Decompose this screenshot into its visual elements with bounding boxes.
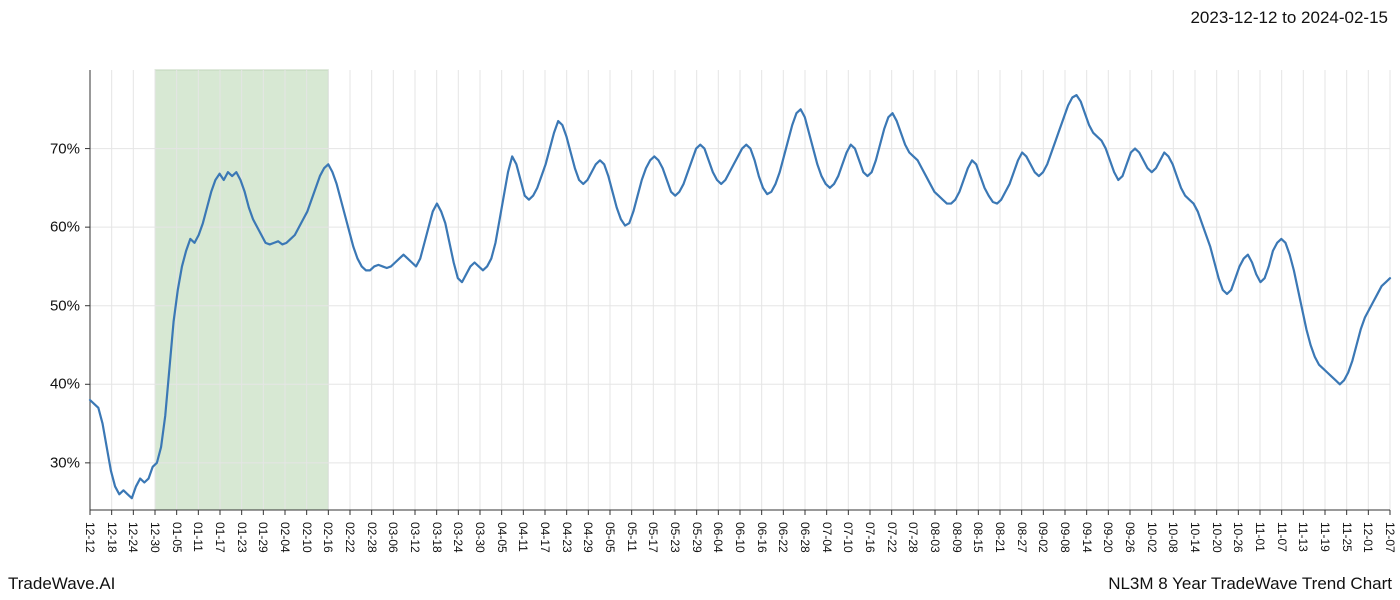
y-tick-label: 50% xyxy=(10,297,80,314)
x-tick-label: 08-21 xyxy=(993,522,1007,553)
date-range-label: 2023-12-12 to 2024-02-15 xyxy=(1190,8,1388,28)
chart-svg xyxy=(0,35,1400,565)
x-tick-label: 09-14 xyxy=(1080,522,1094,553)
x-tick-label: 04-29 xyxy=(581,522,595,553)
x-tick-label: 06-22 xyxy=(776,522,790,553)
x-tick-label: 01-05 xyxy=(170,522,184,553)
x-tick-label: 12-24 xyxy=(126,522,140,553)
x-tick-label: 02-28 xyxy=(365,522,379,553)
x-tick-label: 01-11 xyxy=(191,522,205,552)
x-tick-label: 03-30 xyxy=(473,522,487,553)
y-tick-label: 60% xyxy=(10,219,80,236)
x-tick-label: 03-06 xyxy=(386,522,400,553)
x-tick-label: 05-17 xyxy=(646,522,660,553)
x-tick-label: 05-11 xyxy=(625,522,639,552)
y-tick-label: 70% xyxy=(10,140,80,157)
x-tick-label: 11-25 xyxy=(1340,522,1354,552)
x-tick-label: 12-07 xyxy=(1383,522,1397,553)
x-tick-label: 12-01 xyxy=(1361,522,1375,553)
x-tick-label: 12-30 xyxy=(148,522,162,553)
x-tick-label: 04-23 xyxy=(560,522,574,553)
x-tick-label: 07-28 xyxy=(906,522,920,553)
x-tick-label: 04-05 xyxy=(495,522,509,553)
x-tick-label: 05-05 xyxy=(603,522,617,553)
x-tick-label: 03-24 xyxy=(451,522,465,553)
x-tick-label: 05-29 xyxy=(690,522,704,553)
x-tick-label: 04-11 xyxy=(516,522,530,552)
x-tick-label: 08-09 xyxy=(950,522,964,553)
x-tick-label: 10-08 xyxy=(1166,522,1180,553)
x-tick-label: 02-10 xyxy=(300,522,314,553)
x-tick-label: 06-10 xyxy=(733,522,747,553)
x-tick-label: 03-18 xyxy=(430,522,444,553)
x-tick-label: 05-23 xyxy=(668,522,682,553)
x-tick-label: 06-04 xyxy=(711,522,725,553)
x-tick-label: 02-04 xyxy=(278,522,292,553)
y-tick-label: 30% xyxy=(10,454,80,471)
x-tick-label: 02-22 xyxy=(343,522,357,553)
x-tick-label: 07-10 xyxy=(841,522,855,553)
y-tick-label: 40% xyxy=(10,376,80,393)
x-tick-label: 07-04 xyxy=(820,522,834,553)
x-tick-label: 11-19 xyxy=(1318,522,1332,552)
footer-title: NL3M 8 Year TradeWave Trend Chart xyxy=(1108,574,1392,594)
x-tick-label: 10-14 xyxy=(1188,522,1202,553)
x-tick-label: 07-22 xyxy=(885,522,899,553)
x-tick-label: 03-12 xyxy=(408,522,422,553)
x-tick-label: 09-08 xyxy=(1058,522,1072,553)
x-tick-label: 04-17 xyxy=(538,522,552,553)
x-tick-label: 08-03 xyxy=(928,522,942,553)
x-tick-label: 02-16 xyxy=(321,522,335,553)
footer-brand: TradeWave.AI xyxy=(8,574,115,594)
x-tick-label: 06-16 xyxy=(755,522,769,553)
x-tick-label: 12-12 xyxy=(83,522,97,553)
x-tick-label: 11-13 xyxy=(1296,522,1310,552)
chart-container: 2023-12-12 to 2024-02-15 30% 40% 50% 60% 70%… xyxy=(0,0,1400,600)
x-tick-label: 12-18 xyxy=(105,522,119,553)
x-tick-label: 08-27 xyxy=(1015,522,1029,553)
chart-area: 30% 40% 50% 60% 70% 12-12 12-18 12-24 12-30 01-0… xyxy=(0,35,1400,565)
x-tick-label: 09-20 xyxy=(1101,522,1115,553)
x-tick-label: 11-07 xyxy=(1275,522,1289,552)
x-tick-label: 06-28 xyxy=(798,522,812,553)
x-tick-label: 09-02 xyxy=(1036,522,1050,553)
x-tick-label: 01-29 xyxy=(256,522,270,553)
x-tick-label: 11-01 xyxy=(1253,522,1267,552)
x-tick-label: 10-02 xyxy=(1145,522,1159,553)
x-tick-label: 01-23 xyxy=(235,522,249,553)
x-tick-label: 01-17 xyxy=(213,522,227,553)
x-tick-label: 07-16 xyxy=(863,522,877,553)
x-tick-label: 10-20 xyxy=(1210,522,1224,553)
x-tick-label: 08-15 xyxy=(971,522,985,553)
x-tick-label: 09-26 xyxy=(1123,522,1137,553)
x-tick-label: 10-26 xyxy=(1231,522,1245,553)
